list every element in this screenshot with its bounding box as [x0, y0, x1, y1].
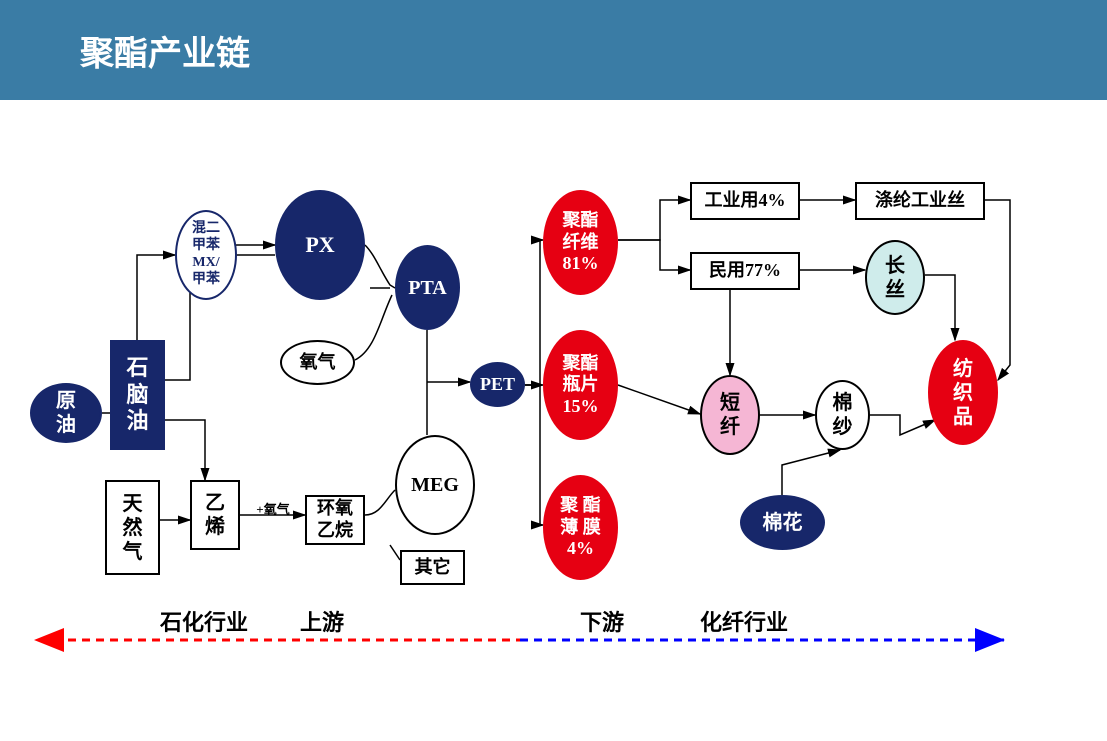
- edge-8: [355, 295, 392, 360]
- node-meg: MEG: [395, 435, 475, 535]
- diagram-canvas: 原 油石 脑 油天 然 气 混二 甲苯 MX/ 甲苯 PX 氧气 PTA 乙 烯 +氧气环氧…: [0, 100, 1107, 741]
- sector-label-down: 下游: [580, 605, 624, 637]
- edge-22: [618, 385, 700, 414]
- node-indyarn: 涤纶工业丝: [855, 182, 985, 220]
- node-px: PX: [275, 190, 365, 300]
- node-crude: 原 油: [30, 383, 102, 443]
- node-textile: 纺 织 品: [928, 340, 998, 445]
- node-civil: 民用77%: [690, 252, 800, 290]
- edge-14: [525, 240, 543, 385]
- node-pta: PTA: [395, 245, 460, 330]
- edge-10: [365, 490, 395, 515]
- node-indust: 工业用4%: [690, 182, 800, 220]
- header: 聚酯产业链: [0, 0, 1107, 100]
- sector-label-chemf: 化纤行业: [700, 605, 788, 637]
- node-ethylene: 乙 烯: [190, 480, 240, 550]
- edge-18: [618, 240, 690, 270]
- node-bottle: 聚酯 瓶片 15%: [543, 330, 618, 440]
- node-o2: 氧气: [280, 340, 355, 385]
- edge-27: [985, 200, 1010, 380]
- node-filament: 长 丝: [865, 240, 925, 315]
- edge-7: [365, 245, 395, 288]
- edge-24: [782, 450, 840, 495]
- edge-26: [925, 275, 955, 340]
- edge-11: [390, 545, 400, 560]
- node-fiber: 聚酯 纤维 81%: [543, 190, 618, 295]
- node-natgas: 天 然 气: [105, 480, 160, 575]
- edge-16: [525, 385, 543, 525]
- node-mx: 混二 甲苯 MX/ 甲苯: [175, 210, 237, 300]
- node-staple: 短 纤: [700, 375, 760, 455]
- node-cotton: 棉花: [740, 495, 825, 550]
- page-title: 聚酯产业链: [80, 26, 250, 75]
- node-pet: PET: [470, 362, 525, 407]
- node-film: 聚 酯 薄 膜 4%: [543, 475, 618, 580]
- edge-17: [618, 200, 690, 240]
- node-yarn: 棉 纱: [815, 380, 870, 450]
- edge-4: [165, 420, 205, 480]
- node-naphtha: 石 脑 油: [110, 340, 165, 450]
- edge-25: [870, 415, 935, 435]
- node-eo: 环氧 乙烷: [305, 495, 365, 545]
- sector-label-petro: 石化行业: [160, 605, 248, 637]
- edge-1: [137, 255, 175, 340]
- node-plus_o2: +氧气: [248, 500, 298, 520]
- sector-label-up: 上游: [300, 605, 344, 637]
- node-other: 其它: [400, 550, 465, 585]
